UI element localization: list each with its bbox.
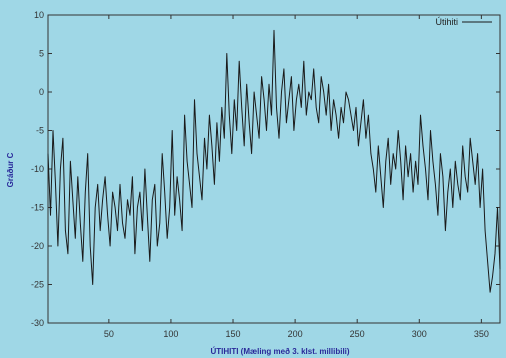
x-tick-label: 350: [474, 329, 489, 339]
y-tick-label: -20: [31, 241, 44, 251]
x-tick-label: 250: [350, 329, 365, 339]
series-line-utihiti: [47, 29, 501, 293]
x-tick-label: 150: [226, 329, 241, 339]
y-axis-label: Gráður C: [6, 152, 15, 187]
legend: Útihiti: [435, 17, 492, 27]
y-tick-label: -10: [31, 164, 44, 174]
x-tick-label: 300: [412, 329, 427, 339]
y-tick-label: -25: [31, 280, 44, 290]
y-tick-label: 10: [34, 10, 44, 20]
plot-frame: [47, 14, 501, 324]
y-tick-label: -30: [31, 318, 44, 328]
x-tick-label: 100: [163, 329, 178, 339]
x-tick-label: 200: [288, 329, 303, 339]
y-tick-label: -5: [36, 126, 44, 136]
axes-layer: -30 -25 -20 -15 -10 -5 0 5 10 50 100 150 200 250 300 35…: [31, 10, 501, 339]
y-tick-label: 5: [39, 49, 44, 59]
y-tick-label: 0: [39, 87, 44, 97]
series-layer: [47, 29, 501, 293]
legend-label: Útihiti: [435, 17, 458, 27]
x-tick-label: 50: [104, 329, 114, 339]
x-axis-label: ÚTIHITI (Mæling með 3. klst. millibili): [210, 347, 349, 356]
y-tick-label: -15: [31, 203, 44, 213]
